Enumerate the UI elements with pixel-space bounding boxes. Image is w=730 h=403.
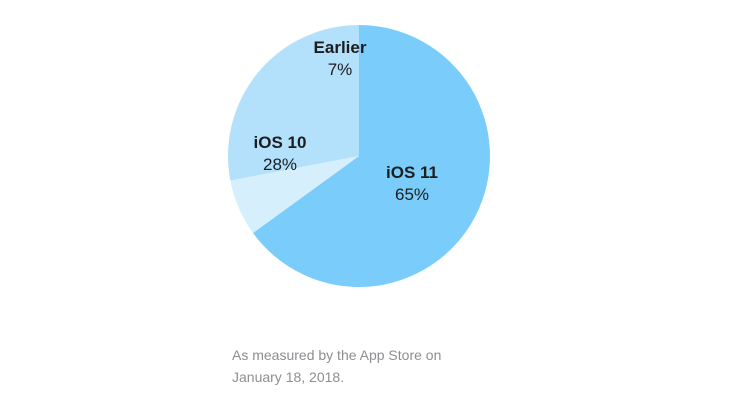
slice-label-earlier: Earlier (314, 38, 367, 57)
caption-line-2: January 18, 2018. (232, 369, 345, 385)
slice-value-ios-11: 65% (395, 185, 429, 204)
pie-slice-ios-11 (253, 25, 491, 287)
pie-slices (227, 25, 491, 287)
pie-slice-earlier (230, 156, 359, 233)
slice-label-ios-11: iOS 11 (386, 163, 438, 182)
caption-line-1: As measured by the App Store on (232, 347, 442, 363)
slice-label-ios-10: iOS 10 (254, 133, 307, 152)
slice-value-earlier: 7% (328, 60, 353, 79)
pie-labels: iOS 11 65% Earlier 7% iOS 10 28% (254, 38, 438, 204)
pie-chart: iOS 11 65% Earlier 7% iOS 10 28% (227, 25, 491, 287)
pie-slice-ios-10 (227, 25, 359, 181)
chart-caption: As measured by the App Store on January … (232, 344, 492, 388)
slice-value-ios-10: 28% (263, 155, 297, 174)
